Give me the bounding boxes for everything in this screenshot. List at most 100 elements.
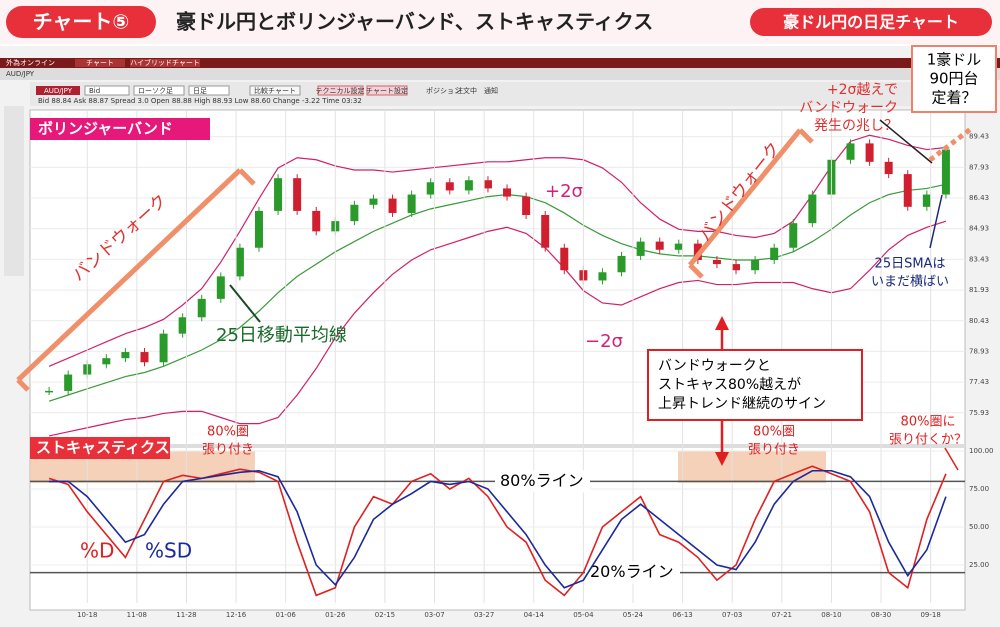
toggle[interactable]: 通知 [484, 86, 498, 95]
selector-label[interactable]: AUD/JPY [44, 87, 73, 95]
button-label[interactable]: テクニカル設定 [316, 86, 365, 95]
selector[interactable] [133, 85, 185, 96]
panel-label-bg [30, 437, 170, 459]
candle [751, 260, 760, 271]
series-line [48, 465, 947, 597]
y-tick-label: 84.93 [969, 225, 989, 233]
x-tick-label: 12-16 [226, 611, 247, 619]
reference-label: 20%ライン [590, 562, 674, 581]
bracket [688, 263, 704, 279]
selectors: AUD/JPY Bid ローソク足 日足 比較チャート テクニカル設定 チャート… [36, 85, 498, 105]
candle [445, 182, 454, 191]
bracket [688, 128, 802, 267]
tag-text: 豪ドル円の日足チャート [783, 13, 959, 32]
x-tick-label: 07-03 [722, 611, 742, 619]
x-tick-label: 07-21 [772, 611, 792, 619]
symbol-bar [0, 68, 1000, 80]
candle [522, 196, 531, 215]
candle [770, 247, 779, 260]
button[interactable] [366, 85, 408, 96]
selector-label[interactable]: Bid [89, 87, 100, 95]
x-tick-label: 01-06 [276, 611, 297, 619]
annotation: 25日SMAは [875, 257, 946, 272]
annotation: 発生の兆し？ [814, 118, 898, 134]
callout-text: 1豪ドル [927, 51, 982, 69]
callout-text: 定着？ [931, 89, 976, 107]
callout-text: 上昇トレンド継続のサイン [658, 395, 826, 412]
candle [617, 255, 626, 273]
toggle[interactable]: 注文中 [456, 86, 477, 95]
x-tick-label: 02-15 [375, 611, 395, 619]
x-tick-label: 08-10 [821, 611, 841, 619]
button[interactable] [317, 85, 364, 96]
candle [235, 247, 244, 277]
side-tools [4, 106, 24, 276]
pointer [229, 284, 261, 323]
y-tick-label: 86.43 [969, 194, 989, 202]
bracket [238, 168, 256, 186]
x-tick-label: 08-30 [871, 611, 891, 619]
selector-label[interactable]: 日足 [193, 87, 207, 95]
y-tick-label: 50.00 [969, 523, 989, 531]
candle [159, 333, 168, 363]
candle [388, 198, 397, 213]
button-label[interactable]: チャート設定 [366, 86, 408, 95]
selector[interactable] [84, 85, 130, 96]
candle [712, 260, 721, 265]
candle [503, 188, 512, 197]
annotation: 張り付き [202, 443, 254, 458]
selector[interactable] [188, 85, 230, 96]
pointer [929, 194, 943, 249]
x-tick-label: 11-28 [176, 611, 196, 619]
y-tick-label: 83.43 [969, 255, 989, 263]
candle [941, 149, 950, 195]
tab-label[interactable]: チャート [86, 59, 114, 67]
y-tick-label: 25.00 [969, 561, 989, 569]
panel-label-bg [30, 118, 210, 140]
button[interactable] [249, 85, 301, 96]
candle [789, 223, 798, 248]
candle [216, 276, 225, 299]
x-tick-label: 05-04 [573, 611, 594, 619]
annotation: 80%圏に [901, 415, 956, 430]
reference-label-bg [495, 470, 590, 493]
y-tick-label: 75.93 [969, 409, 989, 417]
candle [102, 358, 111, 365]
annotation: いまだ横ばい [871, 275, 949, 290]
candle [197, 298, 206, 318]
tag [750, 8, 992, 36]
candle [274, 178, 283, 211]
selector[interactable] [36, 86, 80, 95]
toggle[interactable]: ポジション [426, 87, 461, 95]
selector-label[interactable]: ローソク足 [138, 87, 173, 95]
x-tick-label: 11-08 [127, 611, 147, 619]
candle [808, 194, 817, 224]
reference-label: 80%ライン [500, 471, 584, 490]
annotation: +2σ越えで [827, 82, 898, 98]
tab-label[interactable]: ハイブリッドチャート [130, 58, 200, 67]
annotation: 張り付くか？ [889, 433, 967, 448]
button-label[interactable]: 比較チャート [254, 86, 296, 95]
reference-label-bg [585, 561, 680, 584]
pointer [944, 447, 959, 471]
series-line [48, 183, 947, 402]
symbol: AUD/JPY [6, 70, 35, 78]
candle [254, 210, 263, 248]
candle [464, 180, 473, 191]
tab[interactable] [130, 59, 200, 67]
callout-text: バンドウォークと [658, 358, 771, 374]
candle [865, 143, 874, 162]
series-line [48, 220, 947, 437]
panel-divider [30, 444, 965, 448]
x-tick-label: 09-18 [920, 611, 940, 619]
series-annotation: 25日移動平均線 [216, 325, 347, 346]
candle [426, 182, 435, 195]
candle [121, 352, 130, 359]
tab[interactable] [75, 59, 125, 67]
annotation: バンドウォーク [799, 100, 898, 116]
candle [922, 194, 931, 207]
candle [732, 264, 741, 271]
annotation: 張り付き [748, 443, 800, 458]
x-tick-label: 10-18 [77, 611, 97, 619]
x-tick-label: 01-26 [325, 611, 346, 619]
